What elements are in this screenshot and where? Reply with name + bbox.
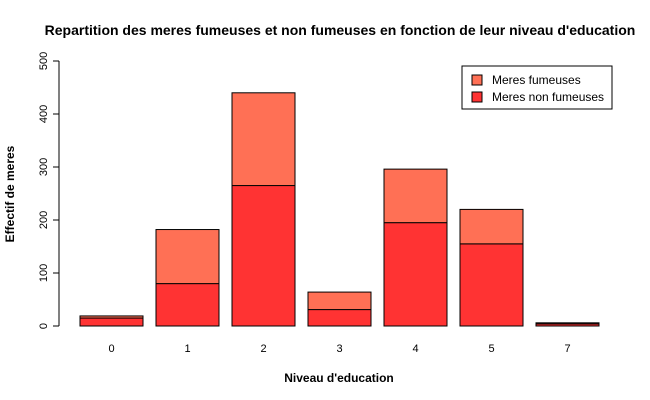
- x-tick-label: 0: [108, 343, 114, 355]
- y-tick-label: 0: [38, 323, 50, 329]
- legend-swatch: [471, 74, 483, 86]
- y-tick-label: 100: [38, 264, 50, 282]
- y-tick-label: 400: [38, 105, 50, 123]
- bar-segment-non-smokers-4: [383, 222, 448, 327]
- legend: Meres fumeuses Meres non fumeuses: [461, 65, 613, 110]
- x-tick-label: 2: [260, 343, 266, 355]
- legend-swatch: [471, 91, 483, 103]
- bar-segment-smokers-5: [459, 208, 524, 245]
- x-tick-label: 3: [336, 343, 342, 355]
- x-axis-label: Niveau d'education: [284, 371, 394, 385]
- y-tick-label: 300: [38, 158, 50, 176]
- bar-segment-non-smokers-2: [231, 185, 296, 327]
- x-tick-label: 1: [184, 343, 190, 355]
- legend-label: Meres non fumeuses: [492, 90, 604, 104]
- y-axis-label: Effectif de meres: [3, 145, 17, 242]
- bar-segment-smokers-0: [79, 315, 144, 319]
- bar-segment-non-smokers-5: [459, 243, 524, 327]
- bar-segment-non-smokers-3: [307, 309, 372, 327]
- bar-segment-smokers-1: [155, 229, 220, 285]
- bars: [79, 92, 600, 327]
- bar-segment-smokers-4: [383, 168, 448, 224]
- x-tick-label: 7: [564, 343, 570, 355]
- bar-segment-smokers-3: [307, 291, 372, 311]
- bar-segment-smokers-2: [231, 92, 296, 187]
- legend-box: [461, 65, 613, 110]
- bar-segment-smokers-7: [535, 322, 600, 325]
- x-tick-label: 4: [412, 343, 418, 355]
- x-tick-label: 5: [488, 343, 494, 355]
- legend-label: Meres fumeuses: [492, 73, 581, 87]
- y-axis: 0 100 200 300 400 500: [38, 52, 60, 329]
- y-tick-label: 500: [38, 52, 50, 70]
- chart-title: Repartition des meres fumeuses et non fu…: [45, 22, 636, 38]
- x-axis-ticks: 0 1 2 3 4 5 7: [108, 343, 570, 355]
- y-tick-label: 200: [38, 211, 50, 229]
- bar-segment-non-smokers-1: [155, 283, 220, 327]
- bar-segment-non-smokers-0: [79, 317, 144, 327]
